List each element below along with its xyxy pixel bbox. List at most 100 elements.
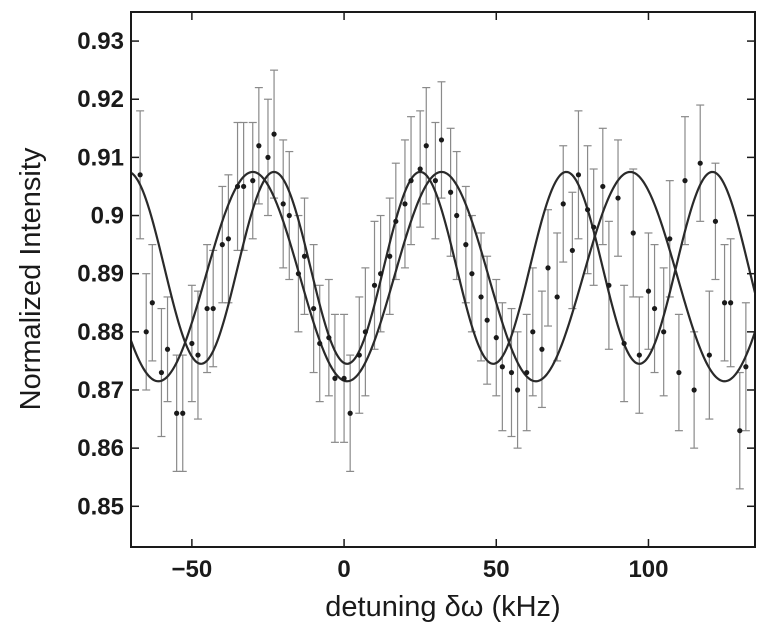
data-point-s2-32 — [615, 195, 621, 201]
data-point-s2-30 — [584, 207, 591, 213]
data-point-s1-15 — [347, 410, 353, 416]
data-point-s2-10 — [280, 201, 286, 207]
x-axis-title: detuning δω (kHz) — [325, 591, 560, 623]
data-point-s1-22 — [454, 212, 460, 219]
data-point-s2-2 — [158, 369, 165, 376]
data-point-s2-28 — [554, 294, 560, 300]
data-point-s2-19 — [417, 166, 423, 172]
data-point-s1-7 — [225, 236, 232, 242]
data-point-s2-20 — [432, 178, 438, 184]
data-point-s1-2 — [149, 300, 155, 306]
x-tick-label-4: 100 — [628, 556, 668, 583]
data-point-s2-6 — [219, 242, 225, 248]
data-point-s1-18 — [393, 218, 399, 224]
fit-curves-layer — [129, 170, 757, 383]
fit-curve-2 — [129, 170, 757, 383]
tick-labels-layer: −50 0 50 100 0.85 0.86 0.87 0.88 0.89 0.9 0.91 0.92… — [77, 28, 668, 583]
data-point-s2-27 — [539, 346, 545, 352]
data-point-s1-5 — [195, 352, 201, 358]
y-tick-label-9: 0.93 — [77, 28, 124, 55]
y-tick-label-7: 0.91 — [77, 144, 124, 171]
data-point-s2-4 — [189, 340, 195, 347]
y-tick-label-4: 0.88 — [77, 319, 124, 346]
y-tick-label-8: 0.92 — [77, 86, 124, 113]
x-tick-label-2: 0 — [337, 556, 350, 583]
y-axis-title: Normalized Intensity — [15, 147, 47, 410]
data-point-s2-17 — [387, 253, 393, 259]
data-point-s2-8 — [250, 178, 256, 184]
data-point-s2-5 — [204, 305, 210, 312]
data-point-s1-14 — [332, 375, 338, 381]
data-point-s2-11 — [295, 271, 302, 277]
data-point-s2-24 — [493, 335, 499, 341]
data-point-s1-36 — [667, 236, 673, 242]
data-point-s1-25 — [499, 364, 505, 370]
data-point-s1-3 — [164, 346, 171, 352]
data-point-s2-13 — [326, 335, 332, 341]
ticks-layer — [131, 12, 755, 547]
data-point-s2-14 — [341, 375, 347, 381]
data-point-s1-31 — [591, 224, 597, 230]
y-tick-label-6: 0.9 — [91, 203, 124, 230]
data-point-s1-27 — [530, 329, 536, 335]
data-point-s1-32 — [606, 282, 612, 288]
data-point-s1-24 — [484, 317, 490, 323]
data-point-s1-1 — [137, 172, 143, 178]
data-point-s1-40 — [728, 300, 734, 306]
data-point-s2-34 — [645, 288, 652, 294]
data-point-s1-41 — [743, 364, 749, 370]
data-point-s2-31 — [600, 183, 606, 190]
data-point-s1-11 — [286, 212, 292, 219]
data-point-s1-38 — [697, 160, 703, 166]
y-tick-label-3: 0.87 — [77, 377, 124, 404]
data-point-s1-26 — [514, 387, 521, 393]
data-point-s2-12 — [311, 305, 317, 312]
data-point-s1-28 — [545, 265, 551, 271]
data-point-s1-29 — [560, 201, 566, 207]
data-point-s2-15 — [356, 352, 362, 358]
data-point-s2-38 — [706, 352, 712, 358]
data-point-s1-20 — [423, 143, 429, 149]
data-point-s2-3 — [174, 410, 180, 416]
plot-area-background — [131, 12, 755, 547]
data-point-s1-23 — [469, 271, 475, 277]
data-point-s1-12 — [301, 253, 308, 259]
x-tick-label-3: 50 — [483, 556, 510, 583]
data-point-s2-26 — [524, 369, 530, 376]
data-point-s1-33 — [621, 340, 627, 347]
data-point-s2-9 — [265, 154, 271, 160]
fit-curve-1 — [130, 170, 757, 365]
data-point-s2-18 — [402, 201, 408, 207]
data-point-s2-36 — [676, 369, 682, 376]
data-point-s2-7 — [234, 183, 241, 190]
y-tick-label-5: 0.89 — [77, 261, 124, 288]
plot-area-frame — [130, 11, 756, 548]
data-point-s2-21 — [448, 189, 454, 195]
data-point-s2-1 — [143, 329, 149, 335]
data-point-s1-30 — [575, 172, 582, 178]
data-point-s2-23 — [478, 294, 484, 300]
data-point-s1-39 — [712, 218, 719, 224]
data-point-s2-33 — [630, 230, 636, 236]
data-point-s2-37 — [691, 387, 697, 393]
data-point-s2-25 — [508, 369, 515, 376]
y-tick-label-2: 0.86 — [77, 435, 124, 462]
data-points-layer — [137, 131, 749, 434]
data-point-s1-10 — [271, 131, 277, 137]
data-point-s1-8 — [241, 183, 247, 190]
data-point-s1-34 — [636, 352, 642, 358]
data-point-s1-17 — [378, 271, 384, 277]
data-point-s2-35 — [661, 329, 667, 335]
data-point-s1-9 — [256, 143, 262, 149]
x-tick-label-1: −50 — [172, 556, 213, 583]
data-point-s1-37 — [682, 178, 688, 184]
data-point-s2-16 — [371, 282, 378, 288]
data-point-s1-13 — [317, 340, 323, 347]
data-point-s1-35 — [651, 305, 658, 312]
data-point-s1-21 — [438, 137, 445, 143]
data-point-s1-4 — [180, 410, 186, 416]
data-point-s2-39 — [721, 300, 728, 306]
data-point-s2-22 — [463, 242, 469, 248]
data-point-s2-40 — [737, 428, 743, 434]
